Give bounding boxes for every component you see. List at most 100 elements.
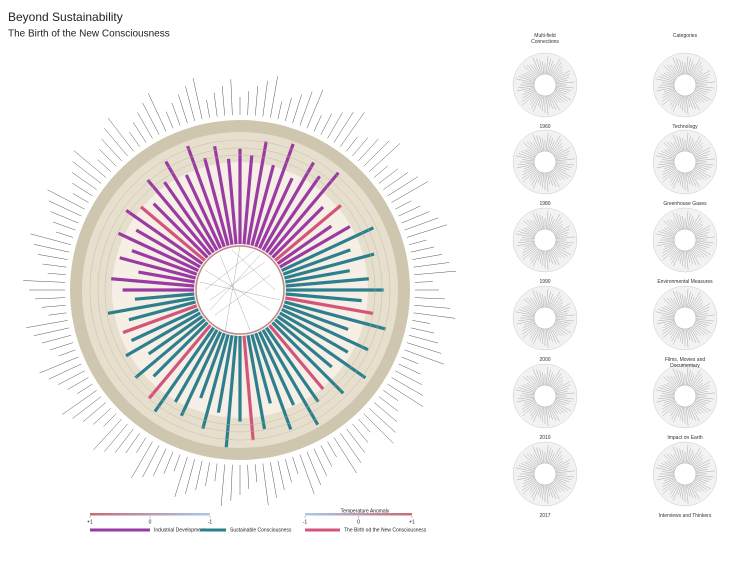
mini-stroke (532, 57, 541, 76)
mini-stroke (689, 249, 697, 265)
mini-stroke (688, 328, 693, 342)
label-stroke (398, 205, 421, 217)
mini-stroke (538, 172, 542, 183)
label-stroke (277, 460, 285, 491)
label-stroke (192, 78, 203, 120)
mini-stroke (536, 369, 542, 386)
mini-stroke (666, 453, 678, 466)
mini-stroke (676, 369, 682, 386)
label-stroke (52, 221, 76, 231)
label-stroke (404, 349, 444, 365)
mini-stroke (687, 95, 690, 108)
mini-stroke (522, 168, 537, 179)
label-stroke (373, 165, 389, 178)
mini-stroke (552, 65, 563, 77)
bar (284, 252, 375, 280)
mini-stroke (522, 169, 537, 183)
mini-stroke (673, 405, 681, 423)
mini-stroke (547, 291, 551, 308)
mini-stroke (662, 244, 676, 250)
mini-stroke (662, 167, 676, 176)
mini-stroke (550, 249, 560, 266)
mini-stroke (679, 95, 683, 109)
label-stroke (72, 161, 102, 184)
bar (134, 292, 195, 301)
label-stroke (148, 93, 167, 132)
mini-label: Environmental Measures (657, 279, 713, 285)
label-stroke (72, 193, 89, 203)
mini-stroke (662, 479, 676, 488)
mini-stroke (692, 220, 703, 232)
mini-stroke (692, 65, 703, 77)
mini-stroke (685, 328, 689, 348)
mini-stroke (685, 211, 689, 230)
label-stroke (205, 462, 210, 487)
mini-stroke (664, 461, 676, 469)
label-stroke (352, 423, 369, 443)
mini-stroke (692, 454, 703, 466)
mini-stroke (695, 470, 715, 474)
mini-stroke (526, 64, 538, 77)
mini-stroke (524, 243, 535, 247)
bar (276, 315, 367, 380)
mini-stroke (526, 453, 538, 466)
bar (139, 205, 206, 262)
mini-stroke (539, 172, 543, 186)
mini-stroke (664, 165, 675, 169)
mini-stroke (539, 448, 543, 464)
mini-stroke (685, 289, 689, 308)
mini-stroke (553, 457, 563, 467)
bar (285, 292, 362, 303)
mini-stroke (553, 246, 568, 257)
mini-stroke (554, 73, 570, 81)
mini-stroke (695, 88, 709, 93)
mini-stroke (554, 400, 567, 406)
mini-stroke (524, 383, 536, 391)
mini-stroke (549, 63, 555, 76)
mini-stroke (692, 326, 702, 336)
mini-stroke (661, 229, 676, 236)
mini-stroke (694, 384, 710, 392)
bar (281, 226, 375, 273)
mini-hole (673, 306, 697, 330)
mini-stroke (530, 93, 539, 106)
mini-stroke (685, 250, 689, 270)
mini-stroke (553, 71, 563, 79)
mini-label: 1960 (539, 124, 551, 130)
mini-stroke (522, 324, 537, 335)
mini-stroke (554, 303, 571, 313)
mini-stroke (693, 71, 703, 79)
mini-stroke (529, 248, 538, 258)
mini-stroke (695, 80, 708, 83)
mini-stroke (656, 242, 675, 247)
mini-stroke (692, 482, 702, 492)
mini-stroke (524, 305, 536, 313)
bar (285, 277, 369, 288)
mini-stroke (522, 322, 536, 328)
mini-stroke (553, 480, 568, 491)
mini-stroke (554, 225, 571, 235)
mini-stroke (693, 481, 705, 492)
bar (224, 335, 238, 448)
mini-stroke (533, 297, 540, 309)
label-stroke (220, 464, 225, 507)
label-stroke (30, 233, 72, 245)
mini-stroke (548, 294, 553, 308)
mini-stroke (555, 392, 575, 396)
mini-stroke (554, 462, 570, 470)
mini-stroke (555, 321, 569, 326)
mini-stroke (661, 307, 676, 314)
mini-stroke (518, 231, 535, 237)
label-stroke (93, 418, 122, 451)
mini-stroke (690, 291, 701, 309)
label-stroke (306, 89, 324, 129)
mini-stroke (530, 326, 539, 339)
mini-hole (673, 384, 697, 408)
mini-stroke (658, 153, 675, 159)
legend-title: Temperature Anomaly (341, 508, 390, 514)
mini-stroke (694, 459, 711, 469)
mini-stroke (687, 213, 691, 230)
mini-stroke (526, 297, 538, 310)
mini-stroke (690, 249, 700, 266)
mini-stroke (551, 404, 559, 414)
